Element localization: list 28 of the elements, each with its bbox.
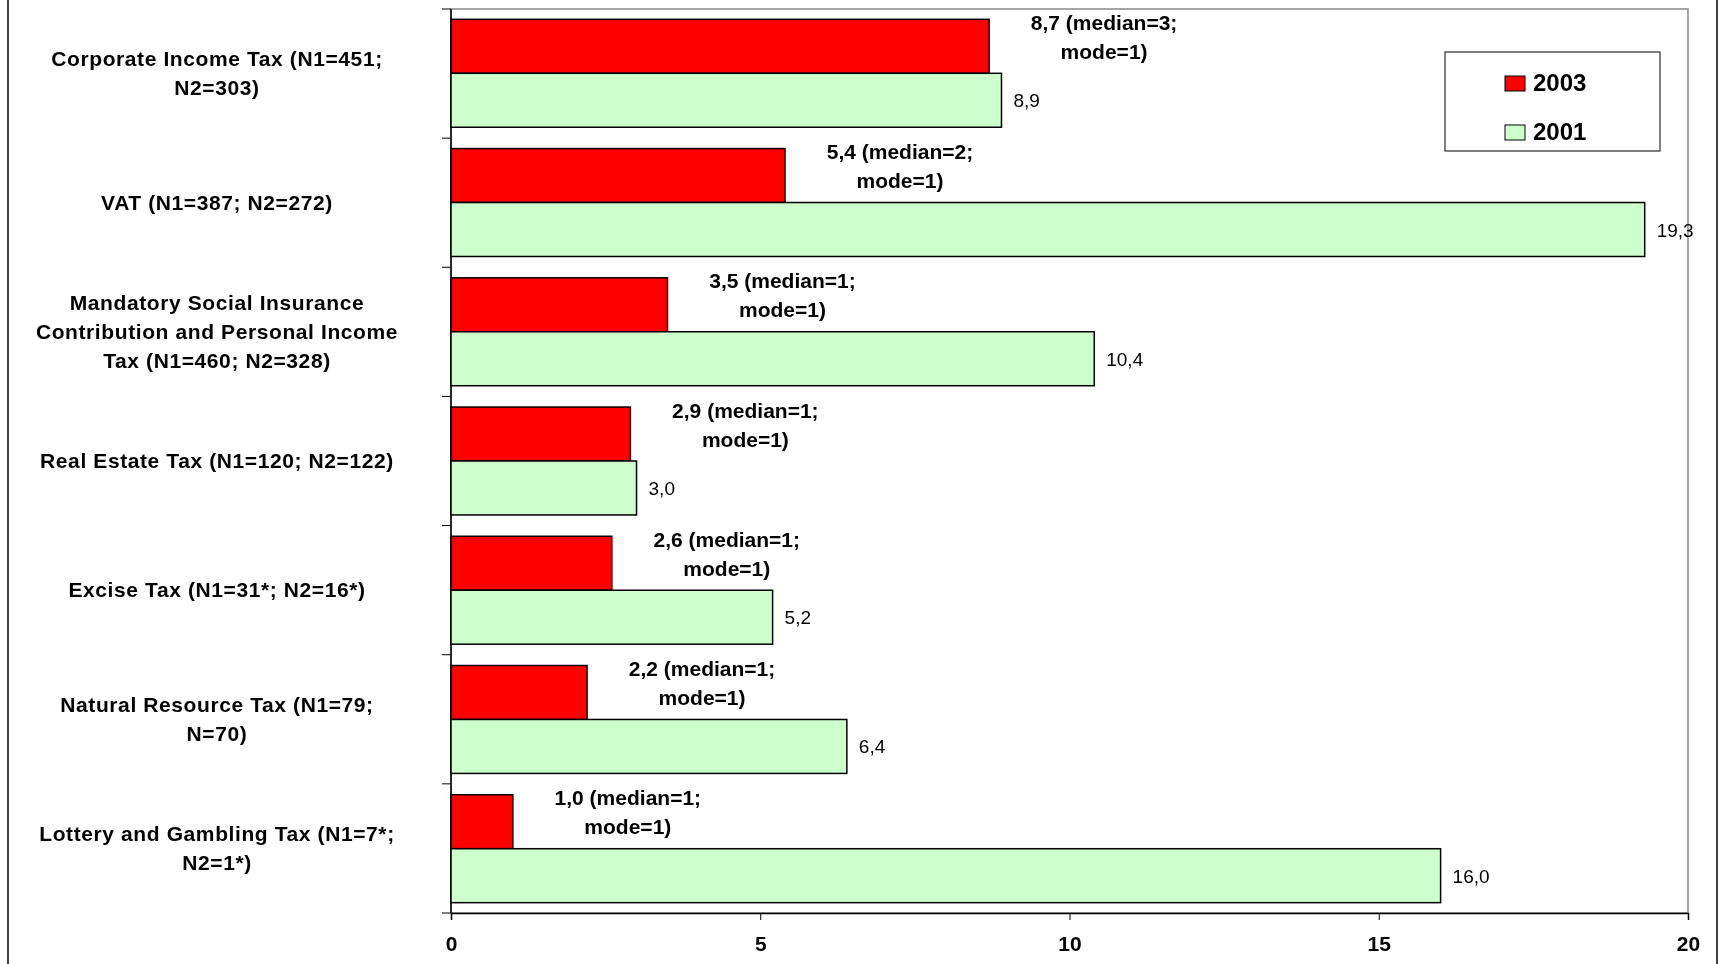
x-tick-label: 15 — [1367, 931, 1392, 955]
data-label: 1,0 (median=1; mode=1) — [554, 786, 702, 839]
data-label: 2,2 (median=1; mode=1) — [628, 657, 776, 710]
y-tick-label: Natural Resource Tax (N1=79; N=70) — [60, 692, 374, 745]
x-tick-label: 5 — [754, 931, 767, 955]
data-label: 6,4 — [858, 736, 886, 758]
data-label: 19,3 — [1656, 219, 1694, 241]
data-label: 5,4 (median=2; mode=1) — [826, 140, 974, 193]
data-label: 8,7 (median=3; mode=1) — [1030, 10, 1178, 63]
data-label: 2,9 (median=1; mode=1) — [672, 398, 819, 451]
legend-label: 2003 — [1533, 69, 1587, 96]
y-tick-label: Real Estate Tax (N1=120; N2=122) — [40, 449, 394, 472]
y-tick-label: Lottery and Gambling Tax (N1=7*; N2=1*) — [39, 822, 395, 875]
data-label: 3,5 (median=1; mode=1) — [709, 269, 856, 322]
y-tick-label: Excise Tax (N1=31*; N2=16*) — [68, 578, 366, 602]
x-tick-label: 10 — [1058, 931, 1082, 955]
y-tick-label: Mandatory Social Insurance Contribution and Personal Income Tax (N1=460; N2=328) — [35, 290, 399, 372]
y-tick-label: Corporate Income Tax (N1=451; N2=303) — [51, 46, 383, 99]
data-label: 2,6 (median=1; mode=1) — [653, 527, 801, 580]
x-tick-label: 0 — [445, 931, 458, 955]
data-label: 5,2 — [784, 607, 812, 629]
legend-label: 2001 — [1533, 118, 1587, 145]
data-label: 3,0 — [648, 477, 675, 499]
data-label: 10,4 — [1106, 348, 1144, 370]
data-label: 8,9 — [1013, 90, 1040, 112]
x-tick-label: 20 — [1676, 931, 1701, 955]
data-label: 16,0 — [1452, 865, 1490, 887]
y-tick-label: VAT (N1=387; N2=272) — [101, 190, 333, 214]
